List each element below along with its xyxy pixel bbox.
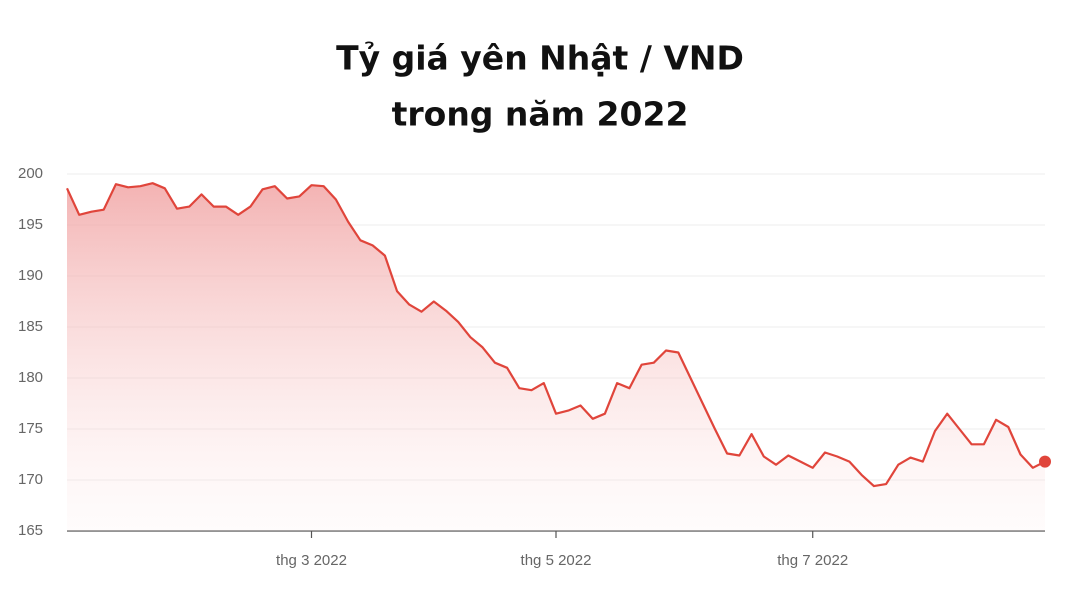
- y-tick-label: 170: [18, 471, 43, 488]
- chart-title: Tỷ giá yên Nhật / VND: [336, 39, 744, 78]
- y-tick-label: 200: [18, 165, 43, 182]
- y-tick-label: 195: [18, 216, 43, 233]
- y-tick-label: 190: [18, 267, 43, 284]
- x-tick-label: thg 7 2022: [777, 552, 848, 569]
- y-tick-label: 185: [18, 318, 43, 335]
- chart-title: trong năm 2022: [392, 95, 689, 134]
- area: [67, 183, 1045, 531]
- y-tick-label: 180: [18, 369, 43, 386]
- x-tick-label: thg 5 2022: [521, 552, 592, 569]
- y-tick-label: 175: [18, 420, 43, 437]
- line: [66, 182, 1046, 488]
- end-point: [1039, 455, 1051, 468]
- y-tick-label: 165: [18, 522, 43, 539]
- x-tick-label: thg 3 2022: [276, 552, 347, 569]
